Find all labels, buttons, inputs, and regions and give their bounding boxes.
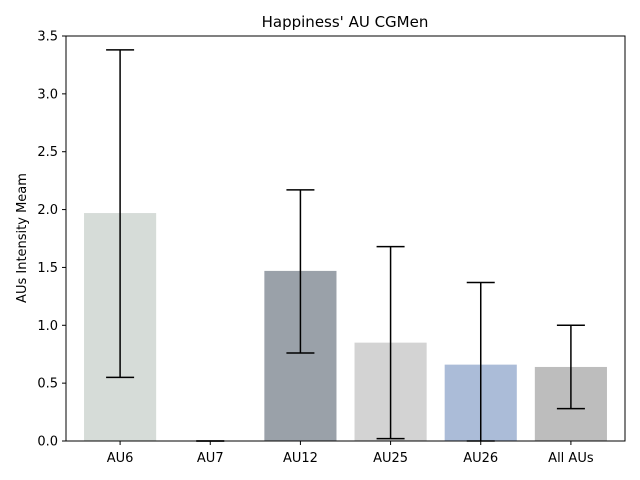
y-tick-label: 3.0 [37, 87, 58, 102]
error-bar-au12 [286, 189, 315, 354]
x-tick-label: All AUs [548, 451, 594, 466]
y-tick-label: 1.5 [37, 261, 58, 276]
error-bar-au6 [106, 49, 135, 379]
error-bar-au25 [376, 245, 405, 440]
plot-frame [65, 35, 626, 442]
y-axis-ticks: 0.0 0.5 1.0 1.5 2.0 2.5 3.0 3.5 [37, 30, 66, 450]
x-tick-label: AU25 [373, 451, 408, 466]
y-axis-label: AUs Intensity Meam [15, 173, 30, 303]
x-axis-ticks: AU6 AU7 AU12 AU25 AU26 All AUs [107, 441, 594, 466]
chart-title: Happiness' AU CGMen [262, 13, 429, 31]
x-tick-label: AU26 [463, 451, 498, 466]
error-bar-all-aus [556, 324, 585, 410]
y-tick-label: 1.0 [37, 319, 58, 334]
x-tick-label: AU12 [283, 451, 318, 466]
y-tick-label: 3.5 [37, 30, 58, 45]
x-tick-label: AU7 [197, 451, 224, 466]
bars-group [84, 213, 607, 441]
y-tick-label: 2.0 [37, 203, 58, 218]
y-tick-label: 2.5 [37, 145, 58, 160]
y-tick-label: 0.5 [37, 377, 58, 392]
y-tick-label: 0.0 [37, 435, 58, 450]
x-tick-label: AU6 [107, 451, 134, 466]
